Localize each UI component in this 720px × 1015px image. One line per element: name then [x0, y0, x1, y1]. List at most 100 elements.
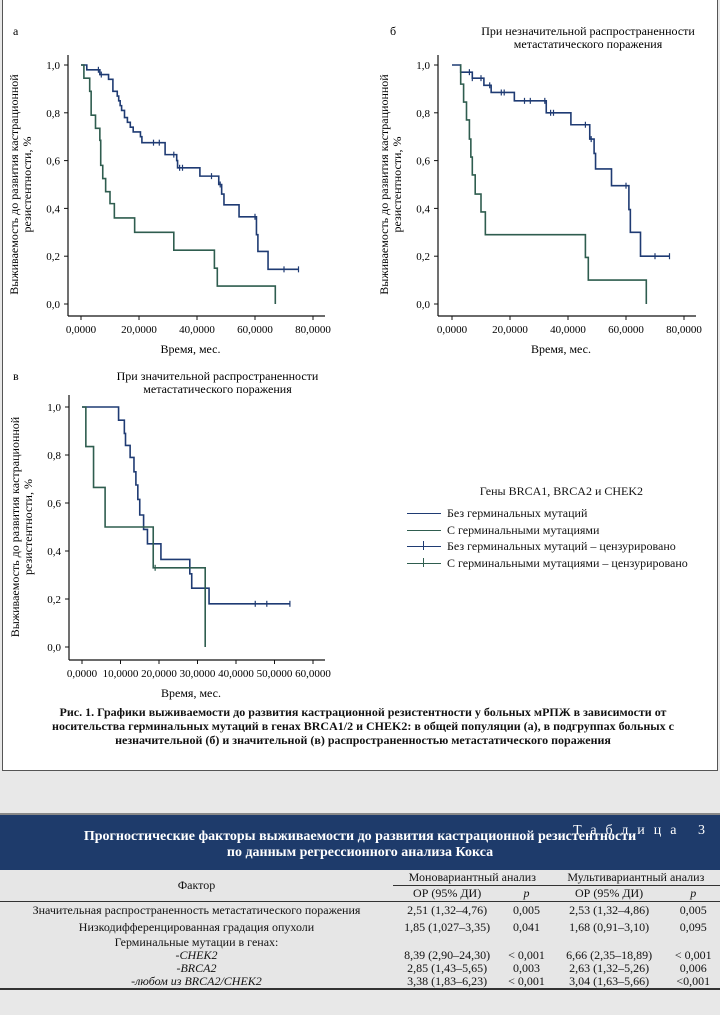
- y-tick-label: 0,6: [416, 156, 430, 168]
- x-tick-label: 0,0000: [437, 324, 468, 336]
- table-title-line: по данным регрессионного анализа Кокса: [226, 845, 494, 860]
- x-tick-label: 60,0000: [608, 324, 644, 336]
- col-or: ОР (95% ДИ): [551, 885, 667, 902]
- factor-cell: Низкодифференцированная градация опухоли: [78, 920, 315, 934]
- y-tick-label: 0,6: [47, 498, 61, 510]
- value-cell: 3,04 (1,63–5,66): [569, 974, 650, 988]
- table-3: Таблица 3 Прогностические факторы выжива…: [0, 813, 720, 990]
- y-axis-label: резистентности, %: [390, 137, 404, 233]
- panel-letter: в: [13, 369, 19, 383]
- x-tick-label: 40,0000: [550, 324, 586, 336]
- y-tick-label: 0,4: [416, 203, 430, 215]
- value-cell: < 0,001: [508, 974, 545, 988]
- curve-no-mutation: [452, 64, 670, 257]
- legend-item-mutation: С герминальными мутациями: [405, 522, 688, 539]
- value-cell: 0,005: [512, 903, 540, 917]
- legend-label: Без герминальных мутаций – цензурировано: [447, 539, 676, 553]
- table-row: -BRCA2 2,85 (1,43–5,65) 0,003 2,63 (1,32–5,…: [0, 962, 720, 975]
- panel-title: При незначительной распространенности: [481, 24, 695, 38]
- table-header: Таблица 3 Прогностические факторы выжива…: [0, 813, 720, 870]
- value-cell: 2,53 (1,32–4,86): [569, 903, 650, 917]
- x-tick-label: 80,0000: [295, 324, 331, 336]
- value-cell: 2,85 (1,43–5,65): [407, 961, 488, 975]
- x-tick-label: 60,0000: [295, 668, 331, 680]
- value-cell: 0,003: [512, 961, 540, 975]
- value-cell: 8,39 (2,90–24,30): [404, 948, 491, 962]
- col-p: p: [666, 885, 720, 902]
- col-p: p: [501, 885, 552, 902]
- value-cell: 6,66 (2,35–18,89): [566, 948, 653, 962]
- y-tick-label: 0,0: [416, 299, 430, 311]
- value-cell: 0,041: [512, 920, 540, 934]
- x-tick-label: 40,0000: [179, 324, 215, 336]
- value-cell: 1,85 (1,027–3,35): [404, 920, 491, 934]
- y-tick-label: 0,8: [47, 450, 61, 462]
- x-tick-label: 20,0000: [121, 324, 157, 336]
- y-tick-label: 0,4: [47, 546, 61, 558]
- legend-label: С герминальными мутациями – цензурирован…: [447, 555, 688, 570]
- col-factor: Фактор: [0, 870, 393, 902]
- x-tick-label: 20,0000: [492, 324, 528, 336]
- factor-cell: -CHEK2: [175, 948, 218, 962]
- y-axis-label: Выживаемость до развития кастрационной: [377, 74, 391, 295]
- x-tick-label: 10,0000: [103, 668, 139, 680]
- y-axis-label: Выживаемость до развития кастрационной: [8, 416, 22, 637]
- col-multi: Мультивариантный анализ: [551, 870, 720, 886]
- curve-mutation: [82, 406, 206, 647]
- curve-no-mutation: [82, 406, 290, 605]
- table-row: -любом из BRCA2/CHEK2 3,38 (1,83–6,23) < 0…: [0, 975, 720, 989]
- x-tick-label: 0,0000: [67, 668, 98, 680]
- y-axis-label: Выживаемость до развития кастрационной: [7, 74, 21, 295]
- factor-cell: -любом из BRCA2/CHEK2: [131, 974, 262, 988]
- table-row: -CHEK2 8,39 (2,90–24,30) < 0,001 6,66 (2,35…: [0, 949, 720, 962]
- table-row: Значительная распространенность метастат…: [0, 902, 720, 920]
- x-tick-label: 50,0000: [257, 668, 293, 680]
- panel-letter: а: [13, 24, 19, 38]
- value-cell: <0,001: [676, 974, 711, 988]
- y-tick-label: 1,0: [46, 60, 60, 72]
- y-tick-label: 0,4: [46, 203, 60, 215]
- table-title-line: Прогностические факторы выживаемости до …: [83, 829, 637, 844]
- y-tick-label: 0,2: [47, 594, 61, 606]
- legend-title: Гены BRCA1, BRCA2 и CHEK2: [479, 484, 644, 498]
- y-tick-label: 0,0: [46, 299, 60, 311]
- panel-title: метастатического поражения: [143, 382, 292, 396]
- value-cell: 0,006: [679, 961, 707, 975]
- table-number: Таблица 3: [573, 823, 714, 838]
- panel-title: При значительной распространенности: [117, 369, 319, 383]
- y-tick-label: 0,6: [46, 156, 60, 168]
- x-tick-label: 20,0000: [141, 668, 177, 680]
- x-axis-label: Время, мес.: [161, 686, 221, 700]
- x-tick-label: 30,0000: [180, 668, 216, 680]
- value-cell: 2,51 (1,32–4,76): [407, 903, 488, 917]
- curve-no-mutation: [81, 64, 299, 271]
- y-tick-label: 0,8: [416, 108, 430, 120]
- panel-title: метастатического поражения: [514, 37, 663, 51]
- value-cell: 0,005: [679, 903, 707, 917]
- y-tick-label: 0,0: [47, 642, 61, 654]
- factor-cell: -BRCA2: [176, 961, 217, 975]
- table-row: Низкодифференцированная градация опухоли…: [0, 919, 720, 936]
- value-cell: 2,63 (1,32–5,26): [569, 961, 650, 975]
- value-cell: < 0,001: [508, 948, 545, 962]
- panel-letter: б: [390, 24, 396, 38]
- x-tick-label: 80,0000: [666, 324, 702, 336]
- cox-regression-table: Фактор Моновариантный анализ Мультивариант…: [0, 870, 720, 990]
- legend-item-no-mutation: Без герминальных мутаций: [405, 505, 688, 522]
- legend-label: Без герминальных мутаций: [447, 506, 588, 520]
- figure-panel: а 0,0 0,2 0,4 0,6 0,8 1,0 0,0000 20,0000 40,0000 6…: [2, 0, 718, 771]
- curve-mutation: [81, 64, 277, 304]
- y-tick-label: 0,2: [416, 251, 430, 263]
- value-cell: 0,095: [679, 920, 707, 934]
- value-cell: < 0,001: [674, 948, 712, 962]
- x-tick-label: 60,0000: [237, 324, 273, 336]
- y-tick-label: 0,2: [46, 251, 60, 263]
- legend-item-mutation-censored: С герминальными мутациями – цензурирован…: [405, 555, 688, 572]
- curve-mutation: [459, 64, 648, 304]
- chart-legend: Гены BRCA1, BRCA2 и CHEK2 Без герминальн…: [405, 484, 688, 571]
- survival-charts: а 0,0 0,2 0,4 0,6 0,8 1,0 0,0000 20,0000 40,0000 6…: [7, 24, 702, 700]
- col-or: ОР (95% ДИ): [392, 885, 502, 902]
- x-tick-label: 40,0000: [218, 668, 254, 680]
- table-title: Прогностические факторы выживаемости до …: [0, 829, 720, 861]
- x-axis-label: Время, мес.: [531, 342, 591, 356]
